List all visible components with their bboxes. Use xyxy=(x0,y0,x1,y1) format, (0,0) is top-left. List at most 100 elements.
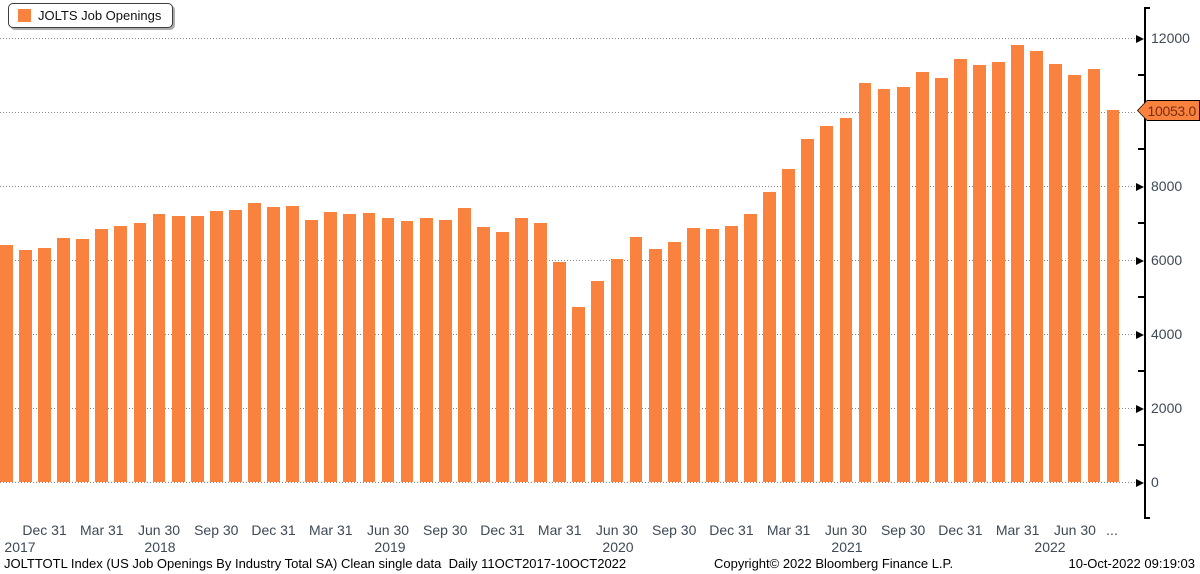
x-tick-ellipsis: ... xyxy=(1106,522,1118,538)
y-minor-tick xyxy=(1138,74,1144,76)
bar xyxy=(725,225,738,482)
x-tick-label: Sep 30 xyxy=(194,522,239,538)
bar xyxy=(133,223,147,482)
bar xyxy=(877,89,891,482)
bar xyxy=(0,245,13,482)
copyright-notice: Copyright© 2022 Bloomberg Finance L.P. xyxy=(714,556,954,571)
bar xyxy=(19,249,32,482)
y-minor-tick xyxy=(1138,370,1144,372)
x-tick-label: Dec 31 xyxy=(22,522,67,538)
bar xyxy=(839,117,853,482)
bar xyxy=(591,280,605,482)
gridline-10000 xyxy=(0,112,1136,113)
bar xyxy=(57,238,71,482)
bar xyxy=(572,307,586,482)
x-tick-label: Sep 30 xyxy=(423,522,468,538)
bar xyxy=(477,227,490,482)
bar xyxy=(1087,69,1101,482)
bar xyxy=(343,214,357,482)
y-minor-tick xyxy=(1138,222,1144,224)
y-axis-end-tick xyxy=(1145,517,1150,519)
bar xyxy=(992,62,1005,482)
bar xyxy=(1106,110,1120,482)
bar xyxy=(1011,44,1025,482)
y-tick-arrow-icon xyxy=(1136,256,1144,265)
x-tick-label: Jun 30 xyxy=(138,522,181,538)
gridline-12000 xyxy=(0,38,1136,39)
x-tick-label: Sep 30 xyxy=(652,522,697,538)
x-tick-label: Jun 30 xyxy=(595,522,638,538)
x-tick-label: Mar 31 xyxy=(80,522,124,538)
x-tick-label: Mar 31 xyxy=(308,522,353,538)
y-minor-tick xyxy=(1138,444,1144,446)
bar xyxy=(801,139,815,482)
bar xyxy=(419,217,433,482)
bar xyxy=(782,168,796,482)
last-value-text: 10053.0 xyxy=(1147,102,1196,119)
y-axis-label: 0 xyxy=(1151,474,1159,490)
bar xyxy=(915,72,929,482)
bar xyxy=(152,214,166,482)
bar xyxy=(858,82,872,482)
last-value-tag: 10053.0 xyxy=(1137,100,1200,121)
x-tick-label: Mar 31 xyxy=(995,522,1040,538)
y-axis-line xyxy=(1144,7,1146,519)
bar xyxy=(248,203,261,482)
bar xyxy=(1068,74,1082,482)
gridline-4000 xyxy=(0,334,1136,335)
x-year-label: 2018 xyxy=(144,539,176,555)
y-tick-arrow-icon xyxy=(1136,34,1144,43)
bar xyxy=(400,221,414,482)
x-tick-label: Dec 31 xyxy=(251,522,296,538)
x-year-label: 2020 xyxy=(602,539,634,555)
bar xyxy=(610,258,624,482)
bar xyxy=(38,247,51,482)
bar xyxy=(228,209,242,482)
bar xyxy=(744,214,757,482)
legend-jolts-job-openings[interactable]: JOLTS Job Openings xyxy=(8,3,174,28)
bar xyxy=(381,217,395,482)
x-tick-label: Dec 31 xyxy=(709,522,754,538)
x-year-label: 2022 xyxy=(1034,539,1066,555)
bar xyxy=(362,212,376,482)
bar xyxy=(457,207,471,482)
bar xyxy=(629,237,643,482)
footer: JOLTTOTL Index (US Job Openings By Indus… xyxy=(0,556,1200,574)
bar xyxy=(190,215,204,482)
bar xyxy=(95,229,109,482)
x-tick-label: Dec 31 xyxy=(938,522,983,538)
x-tick-label: Jun 30 xyxy=(366,522,410,538)
y-tick-arrow-icon xyxy=(1136,404,1144,413)
bar xyxy=(973,65,986,482)
x-tick-label: Sep 30 xyxy=(880,522,926,538)
timestamp: 10-Oct-2022 09:19:03 xyxy=(1068,556,1195,571)
y-minor-tick xyxy=(1138,296,1144,298)
bar xyxy=(820,126,834,482)
gridline-2000 xyxy=(0,408,1136,409)
x-tick-label: Mar 31 xyxy=(537,522,582,538)
bar xyxy=(896,87,910,482)
bar xyxy=(763,191,776,482)
y-tick-arrow-icon xyxy=(1136,330,1144,339)
legend-swatch-icon xyxy=(18,9,31,22)
bar xyxy=(686,227,700,482)
gridline-0 xyxy=(0,482,1136,483)
bar xyxy=(171,215,185,482)
x-year-label: 2021 xyxy=(831,539,863,555)
x-tick-label: Jun 30 xyxy=(1053,522,1096,538)
bar xyxy=(438,219,452,482)
bar xyxy=(1030,51,1044,482)
x-tick-label: Mar 31 xyxy=(766,522,811,538)
bar xyxy=(209,210,223,482)
legend-label: JOLTS Job Openings xyxy=(38,8,162,23)
bar xyxy=(305,220,319,482)
bar xyxy=(267,206,280,482)
bar xyxy=(705,229,719,482)
bar xyxy=(534,222,548,482)
x-tick-label: Jun 30 xyxy=(824,522,867,538)
bar xyxy=(76,239,90,482)
y-axis-label: 12000 xyxy=(1151,30,1190,46)
bar xyxy=(667,242,681,482)
bar xyxy=(954,58,967,482)
